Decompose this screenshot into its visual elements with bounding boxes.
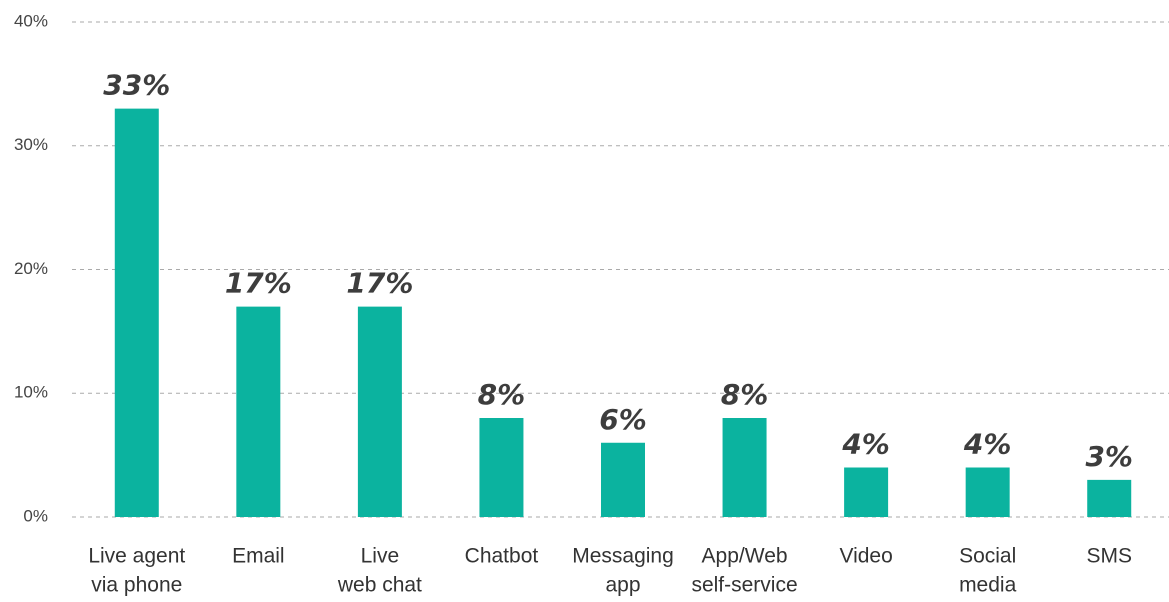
x-tick-label: App/Web (702, 545, 788, 568)
bar (965, 467, 1010, 517)
x-tick-label: app (605, 574, 640, 597)
value-label: 8% (721, 378, 769, 411)
x-tick-label: Email (232, 545, 285, 568)
x-tick-label: Messaging (572, 545, 674, 568)
bar (479, 418, 524, 517)
bar (601, 442, 645, 517)
bar (844, 467, 889, 517)
value-label: 6% (599, 403, 647, 436)
value-label: 33% (103, 69, 170, 102)
bar (236, 306, 281, 517)
x-tick-label: Social (959, 545, 1016, 568)
y-tick-label: 30% (14, 135, 48, 154)
value-label: 8% (478, 378, 526, 411)
x-tick-label: media (959, 574, 1017, 597)
y-tick-label: 10% (14, 383, 48, 402)
x-tick-label: SMS (1086, 545, 1132, 568)
value-label: 3% (1085, 440, 1133, 473)
value-label: 17% (346, 267, 413, 300)
y-tick-label: 0% (23, 506, 48, 525)
x-tick-label: Live agent (88, 545, 185, 568)
x-tick-label: Video (839, 545, 892, 568)
bar (114, 108, 159, 517)
x-tick-label: Live (361, 545, 400, 568)
y-tick-label: 40% (14, 11, 48, 30)
y-tick-label: 20% (14, 259, 48, 278)
value-label: 4% (963, 428, 1012, 461)
bar (1087, 479, 1132, 517)
bar (722, 418, 767, 517)
bar (357, 306, 402, 517)
x-tick-label: via phone (91, 574, 182, 597)
x-tick-label: web chat (337, 574, 422, 597)
value-label: 17% (225, 267, 292, 300)
x-tick-label: self-service (691, 574, 797, 597)
x-tick-label: Chatbot (465, 545, 539, 568)
value-label: 4% (841, 428, 890, 461)
